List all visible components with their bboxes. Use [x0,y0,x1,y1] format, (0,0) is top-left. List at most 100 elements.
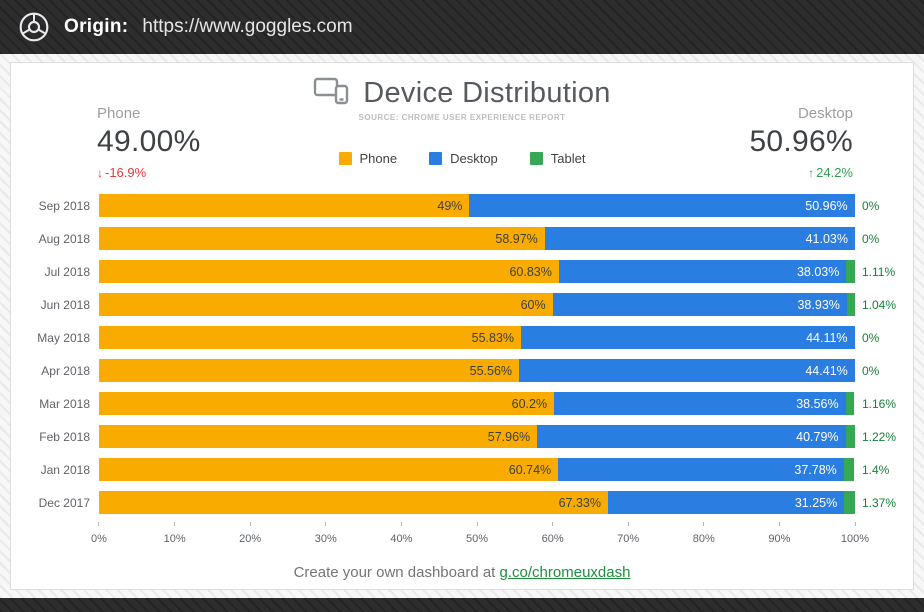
axis-tick: 30% [315,522,337,547]
bar-value-label: 57.96% [487,429,531,444]
axis-tick: 40% [390,522,412,547]
chart-row: Dec 2017 67.33% 31.25% 1.37% [11,486,913,519]
phone-stat-delta: ↓ -16.9% [97,165,201,180]
bar-segment-desktop[interactable]: 41.03% [544,227,855,250]
bar-segment-desktop[interactable]: 38.56% [554,392,846,415]
bar-segment-tablet[interactable] [846,293,855,316]
phone-stat: Phone 49.00% ↓ -16.9% [97,105,201,180]
row-label: Jan 2018 [40,462,90,477]
bar-track: 60.2% 38.56% [99,392,855,415]
bar-value-label: 38.93% [797,297,840,312]
bar-value-label: 49% [437,198,463,213]
bar-track: 58.97% 41.03% [99,227,855,250]
bar-segment-phone[interactable]: 55.83% [99,326,522,349]
legend-item-desktop: Desktop [429,151,498,166]
bar-value-label: 41.03% [805,231,848,246]
row-label: Apr 2018 [41,363,90,378]
bar-segment-desktop[interactable]: 37.78% [558,458,844,481]
chart-row: Feb 2018 57.96% 40.79% 1.22% [11,420,913,453]
bar-segment-desktop[interactable]: 38.93% [552,293,847,316]
bar-track: 55.83% 44.11% [99,326,855,349]
bar-segment-tablet[interactable] [844,491,855,514]
tablet-value-label: 1.37% [862,495,897,510]
bar-segment-desktop[interactable]: 44.41% [519,359,855,382]
legend: Phone Desktop Tablet [11,151,913,166]
axis-tick: 20% [239,522,261,547]
bar-segment-phone[interactable]: 49% [99,194,470,217]
axis-tick: 80% [693,522,715,547]
bar-segment-tablet[interactable] [845,425,855,448]
origin-bar: Origin: https://www.goggles.com [0,0,924,54]
axis-tick-mark [325,522,327,526]
bar-segment-phone[interactable]: 57.96% [99,425,538,448]
legend-label: Desktop [450,151,498,166]
axis-tick: 60% [542,522,564,547]
chart-row: Aug 2018 58.97% 41.03% 0% [11,222,913,255]
device-distribution-chart: Sep 2018 49% 50.96% 0% Aug 2018 58.97% 41.03% 0… [11,189,913,519]
tablet-value-label: 0% [862,330,880,345]
row-label: Feb 2018 [39,429,90,444]
chart-row: Sep 2018 49% 50.96% 0% [11,189,913,222]
bar-value-label: 44.41% [805,363,848,378]
bar-segment-phone[interactable]: 55.56% [99,359,520,382]
footer-text: Create your own dashboard at [293,564,500,581]
footer-note: Create your own dashboard at g.co/chrome… [11,564,913,581]
axis-tick-label: 20% [239,533,262,545]
legend-item-tablet: Tablet [529,151,586,166]
bar-segment-phone[interactable]: 60.83% [99,260,559,283]
row-label: Sep 2018 [38,198,90,213]
footer-link[interactable]: g.co/chromeuxdash [499,564,631,581]
title-block: Device Distribution SOURCE: CHROME USER … [11,63,913,122]
bar-track: 60.74% 37.78% [99,458,855,481]
chart-row: Jul 2018 60.83% 38.03% 1.11% [11,255,913,288]
bar-segment-tablet[interactable] [843,458,855,481]
bar-value-label: 58.97% [495,231,538,246]
bar-segment-tablet[interactable] [846,260,855,283]
axis-tick-label: 60% [541,533,564,545]
bar-value-label: 60% [520,297,546,312]
legend-swatch-icon [338,152,352,165]
devices-icon [313,77,349,110]
axis-tick-mark [703,522,705,526]
origin-url: https://www.goggles.com [142,16,353,37]
bar-segment-phone[interactable]: 67.33% [99,491,608,514]
axis-tick-label: 100% [840,533,870,545]
bar-track: 57.96% 40.79% [99,425,855,448]
main-area: Phone 49.00% ↓ -16.9% [0,54,924,598]
bar-value-label: 38.03% [796,264,840,279]
row-label: May 2018 [37,330,90,345]
bar-track: 60% 38.93% [99,293,855,316]
bar-value-label: 55.56% [469,363,513,378]
axis-tick-mark [476,522,478,526]
legend-label: Tablet [550,151,586,166]
bar-segment-desktop[interactable]: 31.25% [608,491,845,514]
bottom-strip [0,598,924,612]
chart-row: Jun 2018 60% 38.93% 1.04% [11,288,913,321]
tablet-value-label: 1.16% [862,396,897,411]
axis-tick-mark [249,522,251,526]
phone-stat-value: 49.00% [97,125,201,158]
axis-tick-label: 70% [617,533,640,545]
card-header: Phone 49.00% ↓ -16.9% [11,63,913,183]
bar-segment-phone[interactable]: 58.97% [99,227,545,250]
bar-segment-desktop[interactable]: 40.79% [537,425,846,448]
legend-swatch-icon [429,152,443,165]
bar-segment-phone[interactable]: 60.74% [99,458,559,481]
axis-tick: 70% [617,522,639,547]
axis-tick: 10% [164,522,186,547]
bar-value-label: 31.25% [794,495,838,510]
phone-delta-value: -16.9% [105,165,147,180]
axis-tick: 50% [466,522,488,547]
bar-segment-desktop[interactable]: 38.03% [558,260,847,283]
bar-segment-tablet[interactable] [845,392,855,415]
bar-segment-phone[interactable]: 60% [99,293,553,316]
row-label: Jul 2018 [44,264,90,279]
bar-value-label: 50.96% [805,198,848,213]
axis-tick-label: 30% [314,533,337,545]
bar-segment-desktop[interactable]: 50.96% [469,194,855,217]
axis-tick-mark [98,522,100,526]
bar-segment-phone[interactable]: 60.2% [99,392,555,415]
chart-row: May 2018 55.83% 44.11% 0% [11,321,913,354]
bar-segment-desktop[interactable]: 44.11% [521,326,855,349]
